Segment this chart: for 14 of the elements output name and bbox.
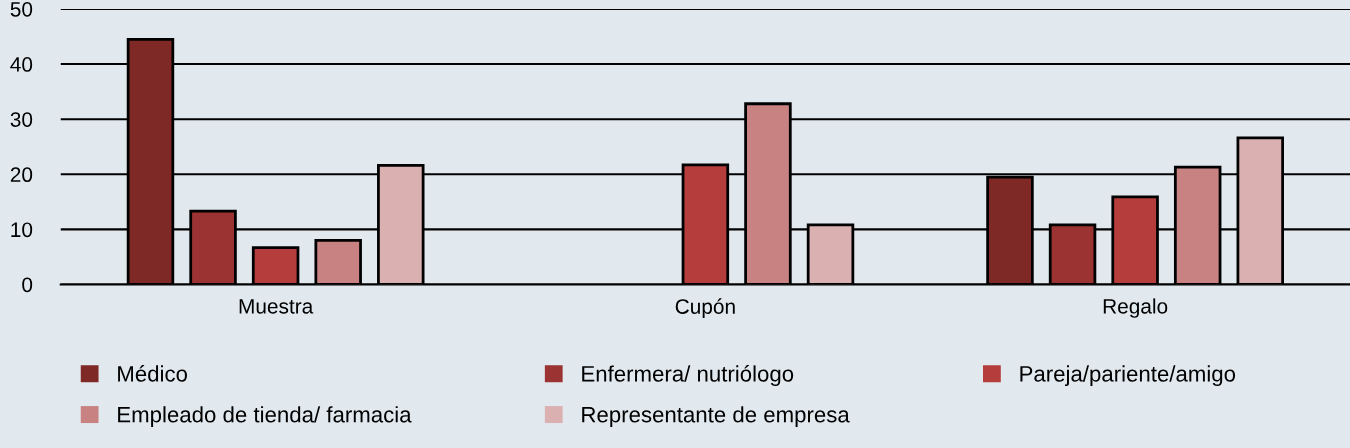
y-tick-label: 50 <box>10 1 33 17</box>
legend-label: Pareja/pariente/amigo <box>1020 365 1236 387</box>
legend-label: Empleado de tienda/ farmacia <box>118 406 412 427</box>
y-tick-label: 20 <box>10 167 33 183</box>
y-tick-label: 0 <box>22 277 33 293</box>
x-tick-label: Muestra <box>239 299 314 314</box>
legend-label: Enfermera/ nutriólogo <box>582 365 794 387</box>
y-tick-label: 40 <box>10 57 33 72</box>
y-tick-label: 30 <box>10 112 33 127</box>
y-tick-label: 10 <box>11 222 33 238</box>
x-tick-label: Cupón <box>675 298 735 319</box>
legend-label: Representante de empresa <box>582 406 850 427</box>
x-tick-label: Regalo <box>1103 298 1168 318</box>
legend-label: Médico <box>118 365 188 382</box>
